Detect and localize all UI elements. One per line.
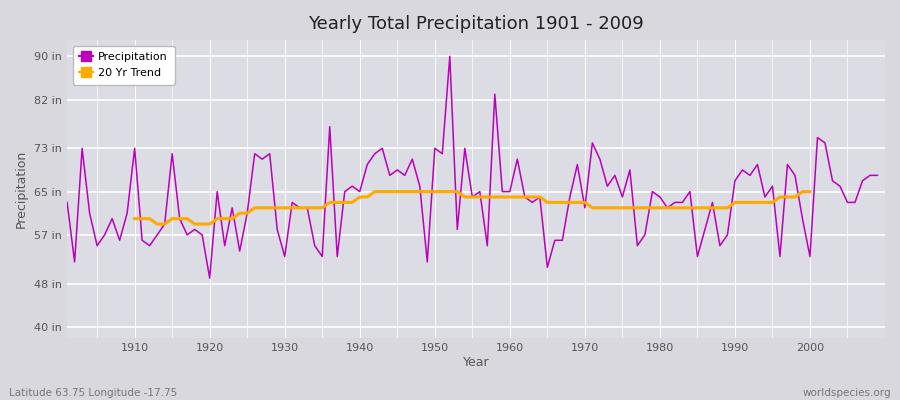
X-axis label: Year: Year — [463, 356, 490, 369]
Text: Latitude 63.75 Longitude -17.75: Latitude 63.75 Longitude -17.75 — [9, 388, 177, 398]
Legend: Precipitation, 20 Yr Trend: Precipitation, 20 Yr Trend — [73, 46, 175, 84]
Y-axis label: Precipitation: Precipitation — [15, 150, 28, 228]
Title: Yearly Total Precipitation 1901 - 2009: Yearly Total Precipitation 1901 - 2009 — [308, 15, 644, 33]
Text: worldspecies.org: worldspecies.org — [803, 388, 891, 398]
